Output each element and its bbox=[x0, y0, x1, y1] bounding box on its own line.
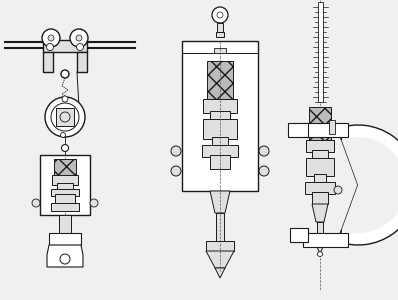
Bar bbox=[203, 119, 237, 139]
Polygon shape bbox=[312, 204, 328, 222]
Bar bbox=[210, 155, 230, 169]
Circle shape bbox=[60, 254, 70, 264]
Bar bbox=[305, 182, 335, 194]
Bar bbox=[216, 213, 224, 243]
Bar bbox=[51, 203, 79, 211]
Circle shape bbox=[42, 29, 60, 47]
Bar bbox=[210, 111, 230, 121]
Bar bbox=[216, 32, 224, 37]
Bar bbox=[217, 23, 223, 33]
Bar bbox=[203, 99, 237, 113]
Polygon shape bbox=[215, 268, 225, 278]
Bar bbox=[57, 183, 73, 191]
Wedge shape bbox=[338, 125, 398, 245]
Circle shape bbox=[62, 96, 68, 102]
Bar bbox=[51, 189, 79, 196]
Polygon shape bbox=[206, 251, 234, 268]
Bar bbox=[303, 123, 348, 136]
Bar bbox=[54, 159, 76, 177]
Circle shape bbox=[318, 251, 322, 256]
Bar bbox=[43, 40, 87, 52]
Circle shape bbox=[47, 44, 53, 50]
Bar bbox=[212, 137, 228, 147]
Bar bbox=[317, 222, 323, 244]
Bar bbox=[329, 120, 335, 134]
Circle shape bbox=[51, 103, 79, 131]
Wedge shape bbox=[341, 137, 398, 233]
Polygon shape bbox=[210, 191, 230, 213]
Bar bbox=[309, 107, 331, 142]
Bar bbox=[49, 233, 81, 245]
Circle shape bbox=[70, 29, 88, 47]
Circle shape bbox=[76, 35, 82, 41]
Bar bbox=[77, 52, 87, 72]
Bar bbox=[312, 150, 328, 160]
Bar bbox=[202, 145, 238, 157]
Bar bbox=[303, 233, 348, 248]
Bar bbox=[43, 52, 53, 72]
Circle shape bbox=[32, 199, 40, 207]
Bar bbox=[207, 61, 233, 101]
Bar bbox=[206, 241, 234, 251]
Bar bbox=[40, 155, 90, 215]
Bar bbox=[306, 140, 334, 152]
Polygon shape bbox=[316, 244, 324, 254]
Bar bbox=[290, 228, 308, 242]
Bar bbox=[214, 48, 226, 53]
Bar bbox=[56, 108, 74, 126]
Circle shape bbox=[334, 186, 342, 194]
Circle shape bbox=[217, 12, 223, 18]
Bar bbox=[314, 174, 326, 184]
Circle shape bbox=[60, 112, 70, 122]
Circle shape bbox=[60, 133, 66, 137]
Bar bbox=[59, 215, 71, 235]
Circle shape bbox=[76, 44, 84, 50]
Circle shape bbox=[48, 35, 54, 41]
Circle shape bbox=[45, 97, 85, 137]
Circle shape bbox=[171, 146, 181, 156]
Bar bbox=[306, 158, 334, 176]
Bar bbox=[288, 123, 308, 137]
Circle shape bbox=[212, 7, 228, 23]
Bar bbox=[318, 2, 322, 102]
Circle shape bbox=[171, 166, 181, 176]
Circle shape bbox=[61, 70, 69, 78]
Polygon shape bbox=[47, 245, 83, 267]
Circle shape bbox=[90, 199, 98, 207]
Circle shape bbox=[62, 145, 68, 152]
Circle shape bbox=[259, 146, 269, 156]
Bar bbox=[182, 41, 258, 191]
Bar bbox=[55, 194, 75, 205]
Bar bbox=[312, 192, 328, 204]
Bar bbox=[52, 175, 78, 185]
Circle shape bbox=[259, 166, 269, 176]
